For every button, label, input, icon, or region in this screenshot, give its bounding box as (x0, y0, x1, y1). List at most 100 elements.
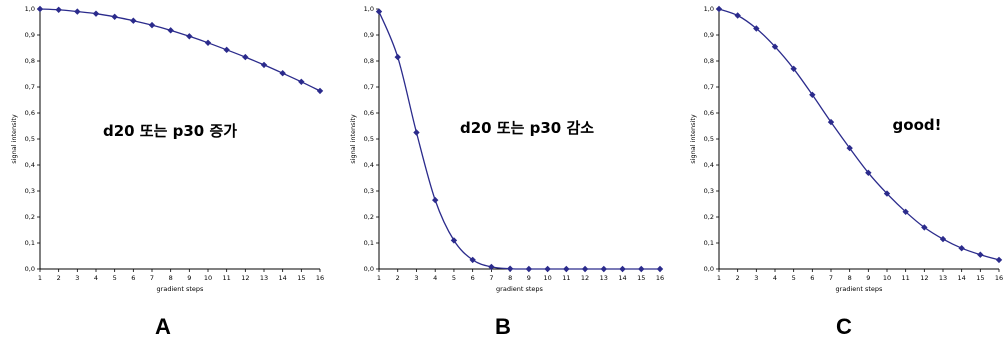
y-tick-label: 0,6 (25, 109, 35, 117)
chart-annotation: d20 또는 p30 감소 (460, 119, 594, 137)
x-tick-label: 4 (433, 274, 437, 282)
x-axis-label: gradient steps (836, 285, 884, 293)
data-point (36, 5, 44, 13)
x-tick-label: 15 (637, 274, 645, 282)
data-point (55, 6, 62, 13)
x-axis-label: gradient steps (496, 285, 544, 293)
data-point (242, 53, 249, 61)
data-point (413, 129, 420, 136)
y-tick-label: 0,8 (364, 57, 374, 65)
x-tick-label: 15 (976, 274, 984, 282)
x-tick-label: 16 (995, 274, 1003, 282)
data-point (734, 12, 741, 19)
chart-annotation: d20 또는 p30 증가 (103, 122, 237, 140)
data-point (298, 78, 305, 85)
chart-panel-c: 0,00,10,20,30,40,50,60,70,80,91,01 2 3 4 5 6 7… (689, 5, 1003, 339)
data-point (432, 196, 439, 204)
y-axis-label: signal intensity (689, 114, 697, 164)
y-tick-label: 0,0 (364, 265, 374, 273)
x-tick-label: 15 (297, 274, 305, 282)
x-tick-label: 16 (656, 274, 664, 282)
y-tick-label: 0,9 (364, 31, 374, 39)
data-point (638, 265, 645, 273)
x-tick-label: 2 (736, 274, 740, 282)
y-tick-label: 0,2 (25, 213, 35, 221)
x-tick-label: 12 (920, 274, 928, 282)
x-tick-label: 10 (543, 274, 551, 282)
data-point (525, 265, 533, 273)
y-tick-label: 0,4 (704, 161, 714, 169)
data-point (92, 10, 100, 17)
y-tick-label: 0,5 (364, 135, 374, 143)
data-point (846, 144, 853, 152)
x-tick-label: 7 (829, 274, 833, 282)
x-tick-label: 9 (866, 274, 870, 282)
x-tick-label: 4 (773, 274, 777, 282)
x-tick-label: 6 (471, 274, 475, 282)
y-tick-label: 0,9 (704, 31, 714, 39)
y-tick-label: 0,4 (25, 161, 35, 169)
x-tick-label: 4 (94, 274, 98, 282)
y-tick-label: 0,8 (704, 57, 714, 65)
data-point (130, 17, 137, 24)
data-point (600, 265, 607, 273)
y-tick-label: 0,9 (25, 31, 35, 39)
y-tick-label: 0,4 (364, 161, 374, 169)
x-tick-label: 14 (618, 274, 626, 282)
y-tick-label: 0,1 (25, 239, 35, 247)
series-line (718, 8, 1000, 261)
x-tick-label: 7 (489, 274, 493, 282)
x-tick-label: 9 (187, 274, 191, 282)
x-tick-label: 13 (939, 274, 947, 282)
y-tick-label: 1,0 (25, 5, 35, 13)
y-tick-label: 0,6 (364, 109, 374, 117)
y-tick-label: 0,1 (364, 239, 374, 247)
x-axis-label: gradient steps (157, 285, 205, 293)
panel-label: A (155, 314, 171, 339)
data-point (506, 265, 514, 272)
data-point (753, 25, 760, 32)
data-point (186, 33, 193, 40)
x-tick-label: 6 (810, 274, 814, 282)
x-tick-label: 12 (581, 274, 589, 282)
data-point (581, 265, 589, 273)
chart-panel-a: 0,00,10,20,30,40,50,60,70,80,91,01 2 3 4 5 6 7… (10, 5, 324, 339)
x-tick-label: 8 (848, 274, 852, 282)
data-point (939, 235, 947, 243)
data-point (715, 5, 723, 13)
data-point (921, 224, 928, 231)
x-tick-label: 1 (38, 274, 42, 282)
data-point (111, 13, 118, 20)
data-point (790, 65, 797, 72)
x-tick-label: 5 (113, 274, 117, 282)
series-line (39, 8, 321, 92)
data-point (827, 118, 835, 126)
x-tick-label: 3 (75, 274, 79, 282)
data-point (563, 265, 570, 273)
x-tick-label: 12 (241, 274, 249, 282)
panel-label: C (836, 314, 852, 339)
x-tick-label: 3 (414, 274, 418, 282)
data-point (469, 256, 476, 264)
data-point (74, 8, 81, 15)
y-tick-label: 0,3 (25, 187, 35, 195)
x-tick-label: 14 (279, 274, 287, 282)
data-point (902, 208, 909, 215)
data-point (204, 39, 212, 46)
data-point (375, 8, 383, 15)
x-tick-label: 13 (600, 274, 608, 282)
data-point (771, 43, 779, 50)
data-point (883, 190, 891, 197)
y-tick-label: 0,3 (364, 187, 374, 195)
x-tick-label: 6 (131, 274, 135, 282)
x-tick-label: 9 (527, 274, 531, 282)
data-point (619, 265, 626, 273)
y-tick-label: 0,7 (25, 83, 35, 91)
y-axis-label: signal intensity (349, 114, 357, 164)
y-tick-label: 0,0 (704, 265, 714, 273)
data-point (488, 263, 495, 271)
x-tick-label: 5 (452, 274, 456, 282)
y-tick-label: 0,5 (704, 135, 714, 143)
data-point (958, 245, 965, 252)
